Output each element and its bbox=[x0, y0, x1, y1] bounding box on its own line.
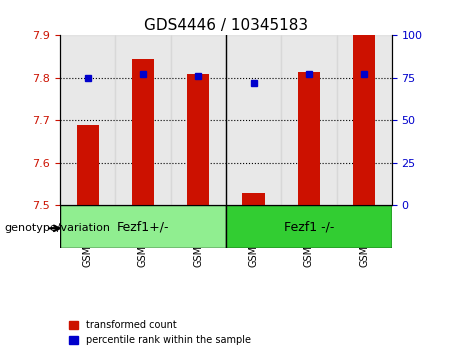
Bar bbox=[187, 74, 209, 205]
Text: Fezf1 -/-: Fezf1 -/- bbox=[284, 220, 334, 233]
FancyBboxPatch shape bbox=[60, 205, 226, 248]
Bar bbox=[298, 72, 320, 205]
Text: Fezf1+/-: Fezf1+/- bbox=[117, 220, 169, 233]
Bar bbox=[77, 125, 99, 205]
Bar bbox=[171, 35, 226, 205]
Legend: transformed count, percentile rank within the sample: transformed count, percentile rank withi… bbox=[65, 316, 255, 349]
Bar bbox=[226, 35, 281, 205]
Bar bbox=[242, 193, 265, 205]
Bar bbox=[281, 35, 337, 205]
Text: genotype/variation: genotype/variation bbox=[5, 223, 111, 233]
Bar bbox=[132, 59, 154, 205]
Bar bbox=[353, 35, 375, 205]
Bar bbox=[337, 35, 392, 205]
FancyBboxPatch shape bbox=[226, 205, 392, 248]
Title: GDS4446 / 10345183: GDS4446 / 10345183 bbox=[144, 18, 308, 33]
Bar bbox=[60, 35, 115, 205]
Bar bbox=[115, 35, 171, 205]
